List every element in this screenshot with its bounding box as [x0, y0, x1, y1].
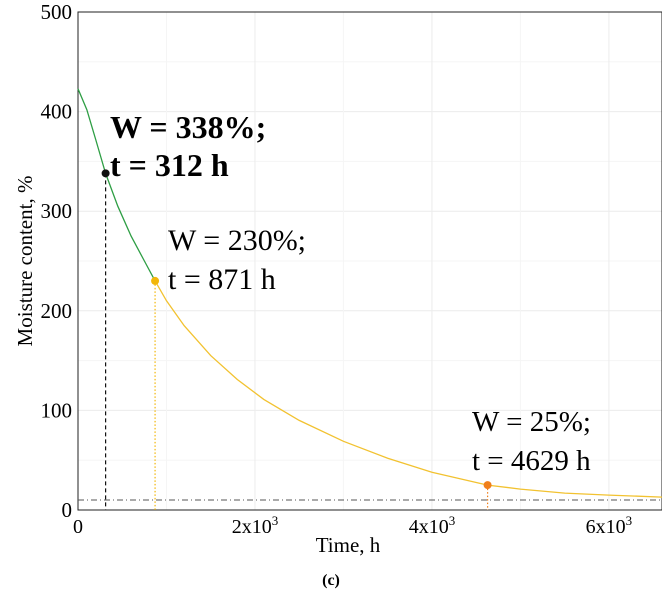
y-tick-label: 500	[41, 0, 73, 24]
annotation-3-line2: t = 4629 h	[472, 445, 591, 477]
annotation-3-line1: W = 25%;	[472, 406, 591, 438]
annotation-1-line1: W = 338%;	[110, 109, 266, 145]
marker-drop-lines	[105, 173, 489, 510]
annotation-1-line2: t = 312 h	[110, 147, 229, 183]
tick-labels: 0 100 200 300 400 500 0 2x103 4x103 6x103	[41, 0, 633, 538]
annotation-2-line2: t = 871 h	[168, 263, 276, 296]
y-tick-label: 400	[41, 100, 73, 124]
marker-point-2	[151, 276, 160, 285]
marker-point-3	[483, 481, 492, 490]
figure-caption: (c)	[322, 572, 340, 589]
marker-points	[101, 169, 492, 490]
x-axis-label: Time, h	[316, 533, 381, 557]
x-tick-label: 0	[73, 516, 83, 538]
marker-point-1	[101, 169, 110, 178]
curve-group	[77, 88, 662, 498]
y-axis-label: Moisture content, %	[13, 176, 37, 347]
y-tick-label: 100	[41, 398, 73, 422]
plot-frame	[77, 11, 662, 511]
x-tick-label: 2x103	[232, 513, 279, 538]
annotations: W = 338%;t = 312 h W = 230%; t = 871 h W = …	[110, 109, 591, 477]
y-tick-label: 200	[41, 299, 73, 323]
annotation-2-line1: W = 230%;	[168, 224, 306, 257]
y-tick-label: 300	[41, 199, 73, 223]
x-tick-label: 6x103	[586, 513, 633, 538]
y-tick-label: 0	[62, 498, 73, 522]
curve-segment-2	[154, 280, 662, 498]
x-tick-label: 4x103	[409, 513, 456, 538]
curve-segment-1	[77, 88, 156, 282]
